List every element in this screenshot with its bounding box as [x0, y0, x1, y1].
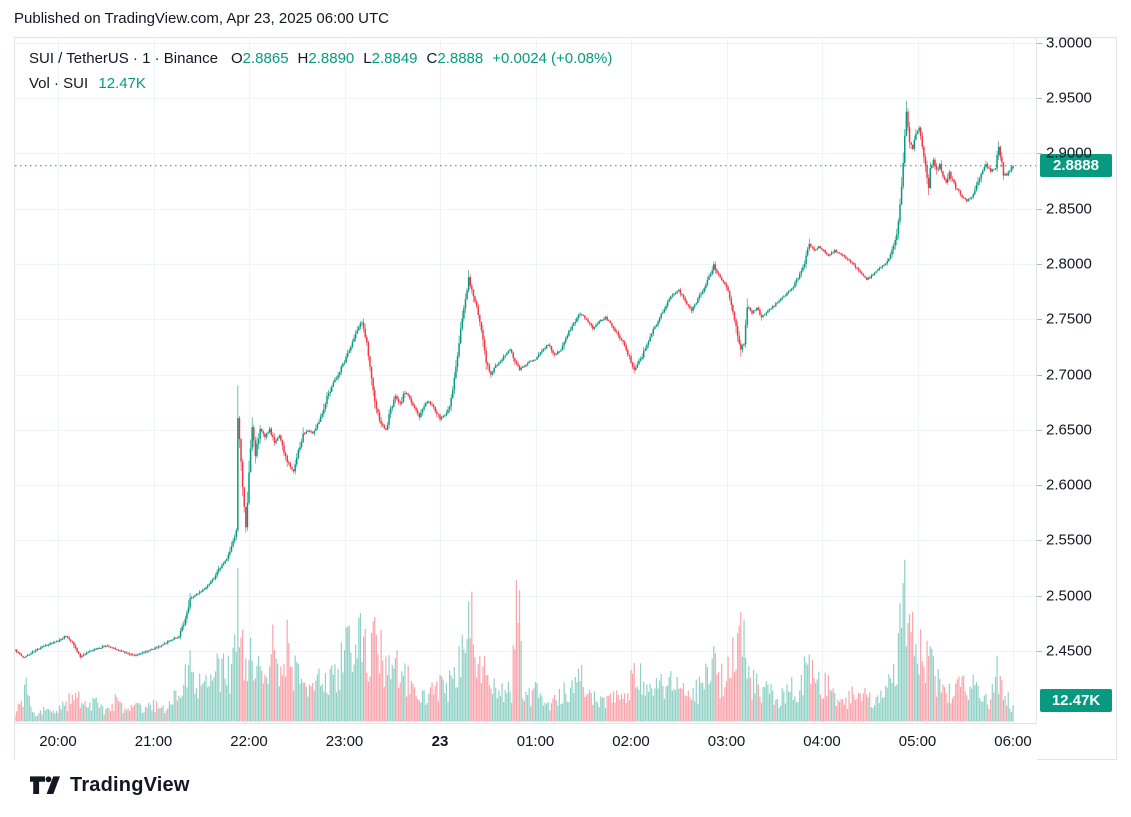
time-axis[interactable]: 20:00 21:00 22:00 23:00 23 01:00 02:00 03:00 04:… [15, 723, 1037, 761]
published-bar: Published on TradingView.com, Apr 23, 20… [14, 10, 389, 27]
candles-layer [15, 100, 1014, 659]
last-price-badge: 2.8888 [1040, 154, 1112, 178]
tradingview-logo-text: TradingView [70, 774, 190, 796]
price-tick-mark [1037, 98, 1042, 99]
price-tick-mark [1037, 153, 1042, 154]
price-tick-label: 2.4500 [1046, 642, 1092, 660]
price-axis[interactable]: 2.8888 12.47K 3.0000 2.9500 2.9000 2.8500 2.… [1037, 34, 1116, 722]
price-tick-mark [1037, 264, 1042, 265]
price-tick-label: 2.9000 [1046, 144, 1092, 162]
price-tick-mark [1037, 430, 1042, 431]
time-tick-label: 01:00 [516, 733, 555, 750]
tradingview-logo-icon [30, 775, 60, 794]
price-tick-label: 2.8500 [1046, 200, 1092, 218]
price-tick-label: 2.7000 [1046, 366, 1092, 384]
candlestick-chart[interactable] [15, 38, 1036, 722]
time-tick-label: 21:00 [134, 733, 173, 750]
time-tick-label: 06:00 [994, 733, 1032, 750]
price-tick-label: 2.7500 [1046, 310, 1092, 328]
price-tick-mark [1037, 209, 1042, 210]
grid-layer [15, 38, 1036, 722]
volume-layer [15, 559, 1014, 722]
price-tick-label: 2.5500 [1046, 531, 1092, 549]
price-tick-label: 2.5000 [1046, 587, 1092, 605]
time-tick-label: 23 [431, 733, 449, 750]
price-tick-label: 2.8000 [1046, 255, 1092, 273]
price-tick-mark [1037, 596, 1042, 597]
time-tick-label: 02:00 [612, 733, 650, 750]
price-tick-label: 2.6500 [1046, 421, 1092, 439]
price-tick-mark [1037, 651, 1042, 652]
price-tick-label: 2.9500 [1046, 89, 1092, 107]
last-volume-badge: 12.47K [1040, 689, 1112, 712]
time-tick-label: 03:00 [707, 733, 746, 750]
price-pane[interactable]: SUI / TetherUS · 1 · Binance O2.8865 H2.88… [15, 38, 1037, 722]
time-tick-label: 04:00 [803, 733, 841, 750]
chart-container: SUI / TetherUS · 1 · Binance O2.8865 H2.88… [14, 34, 1117, 761]
price-tick-label: 2.6000 [1046, 476, 1092, 494]
price-tick-mark [1037, 540, 1042, 541]
price-tick-mark [1037, 43, 1042, 44]
time-tick-label: 23:00 [325, 733, 364, 750]
price-tick-label: 3.0000 [1046, 34, 1092, 52]
price-tick-mark [1037, 485, 1042, 486]
tradingview-attribution[interactable]: TradingView [30, 774, 190, 797]
time-tick-label: 22:00 [230, 733, 268, 750]
time-tick-label: 20:00 [39, 733, 77, 750]
price-tick-mark [1037, 375, 1042, 376]
time-tick-label: 05:00 [898, 733, 937, 750]
price-tick-mark [1037, 319, 1042, 320]
